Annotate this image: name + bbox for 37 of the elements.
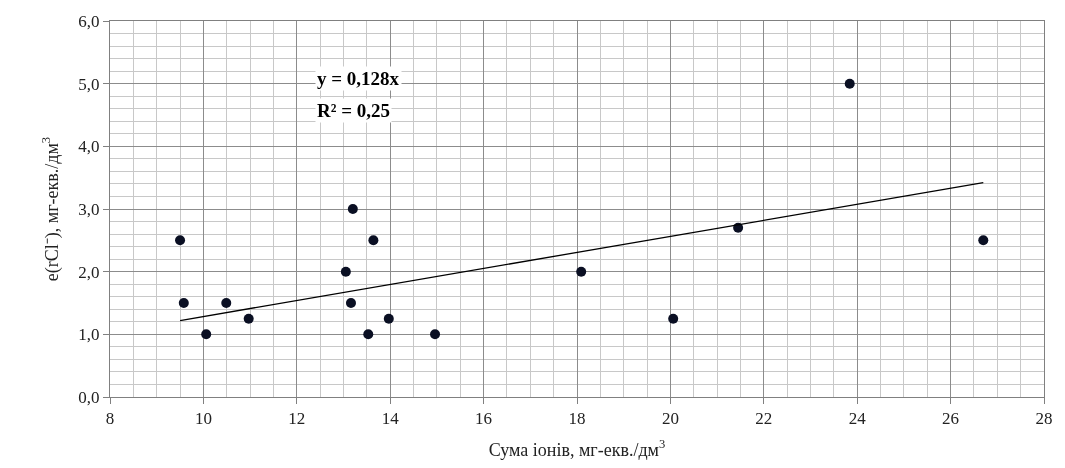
point	[345, 298, 356, 308]
y-tick-label: 5,0	[78, 74, 100, 94]
y-tick-label: 2,0	[78, 262, 100, 282]
point	[340, 266, 351, 277]
point	[368, 235, 379, 246]
point	[221, 298, 232, 308]
point	[844, 78, 855, 89]
x-tick-label: 18	[568, 409, 586, 429]
y-tick-label: 3,0	[78, 199, 100, 219]
x-tick-label: 12	[288, 409, 306, 429]
point	[383, 313, 394, 324]
point	[175, 235, 186, 246]
point	[430, 329, 441, 340]
point	[978, 235, 989, 246]
y-tick-label: 1,0	[78, 325, 100, 345]
x-axis-title: Сума іонів, мг-екв./дм$^{3}$	[488, 436, 666, 460]
point	[178, 298, 189, 308]
y-tick-label: 6,0	[78, 11, 100, 31]
y-tick-label: 0,0	[78, 387, 100, 407]
point	[576, 266, 587, 277]
x-tick-label: 8	[105, 409, 115, 429]
x-tick-label: 10	[194, 409, 212, 429]
point	[363, 329, 374, 340]
x-tick-label: 16	[475, 409, 493, 429]
x-tick-label: 14	[381, 409, 400, 429]
point	[201, 329, 212, 340]
x-tick-label: 24	[848, 409, 867, 429]
x-tick-label: 22	[755, 409, 773, 429]
annotation: y = 0,128x	[317, 68, 400, 89]
point	[668, 313, 679, 324]
x-tick-label: 26	[942, 409, 960, 429]
point	[347, 204, 358, 214]
annotation: R² = 0,25	[317, 100, 390, 121]
x-tick-label: 28	[1035, 409, 1053, 429]
y-tick-label: 4,0	[78, 137, 100, 157]
x-tick-label: 20	[661, 409, 679, 429]
point	[243, 313, 254, 324]
